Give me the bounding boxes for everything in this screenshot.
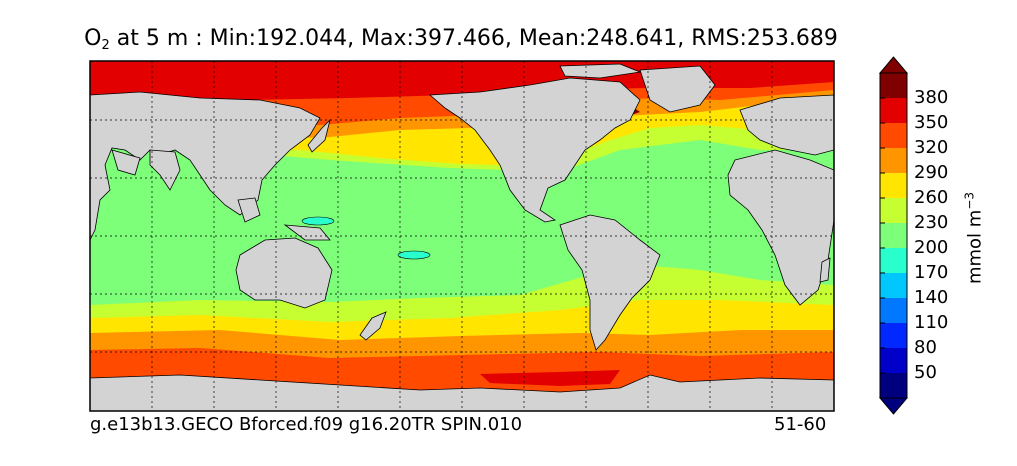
colorbar-tick-label: 170 <box>914 262 949 283</box>
land-greenland <box>639 65 716 113</box>
ocean-pocket-170-200 <box>397 250 431 260</box>
ocean-band-350-380-south <box>480 370 620 386</box>
land-europe <box>739 94 834 156</box>
colorbar-tick-label: 260 <box>914 187 949 208</box>
colorbar-tick-label: 140 <box>914 287 949 308</box>
land <box>90 63 834 411</box>
colorbar-segment <box>880 273 907 298</box>
colorbar-segment <box>880 148 907 173</box>
land-north-america <box>428 77 641 223</box>
colorbar-tick-label: 230 <box>914 212 949 233</box>
graticule <box>90 61 834 411</box>
land-arabia <box>111 149 141 176</box>
land-new-guinea <box>283 224 331 241</box>
ocean-pocket-170-200 <box>301 216 335 226</box>
colorbar-over-triangle <box>878 56 909 74</box>
colorbar-segment <box>880 98 907 123</box>
colorbar-segment <box>880 248 907 273</box>
colorbar-under-triangle <box>878 397 909 415</box>
colorbar-segment <box>880 173 907 198</box>
colorbar-tick-label: 380 <box>914 87 949 108</box>
land-new-zealand <box>359 311 387 341</box>
caption-years: 51-60 <box>774 414 827 435</box>
land-eurasia-west <box>90 91 321 241</box>
colorbar <box>878 56 909 415</box>
land-japan <box>307 118 331 153</box>
colorbar-segment <box>880 323 907 348</box>
colorbar-segment <box>880 73 907 98</box>
land-australia <box>235 237 333 309</box>
colorbar-tick-label: 80 <box>914 337 937 358</box>
map-frame <box>89 60 835 412</box>
colorbar-segment <box>880 198 907 223</box>
colorbar-segment <box>880 348 907 373</box>
colorbar-tick-label: 320 <box>914 137 949 158</box>
land-india <box>149 149 181 191</box>
ocean-field <box>90 61 834 411</box>
colorbar-tick-label: 110 <box>914 312 949 333</box>
land-borneo <box>237 197 261 223</box>
colorbar-tick-label: 290 <box>914 162 949 183</box>
land-madagascar <box>819 257 831 283</box>
colorbar-segment <box>880 298 907 323</box>
colorbar-tick-label: 350 <box>914 112 949 133</box>
colorbar-frame <box>879 72 908 399</box>
colorbar-tick-label: 50 <box>914 362 937 383</box>
chart-title: O2 at 5 m : Min:192.044, Max:397.466, Me… <box>84 26 838 53</box>
colorbar-units-label: mmol m−3 <box>962 191 986 285</box>
colorbar-segment <box>880 123 907 148</box>
land-south-america <box>559 214 661 351</box>
caption-run-name: g.e13b13.GECO Bforced.f09 g16.20TR SPIN.… <box>90 414 523 435</box>
colorbar-segment <box>880 223 907 248</box>
colorbar-tick-label: 200 <box>914 237 949 258</box>
land-arctic-islands <box>559 63 642 79</box>
colorbar-segment <box>880 373 907 398</box>
land-africa <box>727 149 834 306</box>
